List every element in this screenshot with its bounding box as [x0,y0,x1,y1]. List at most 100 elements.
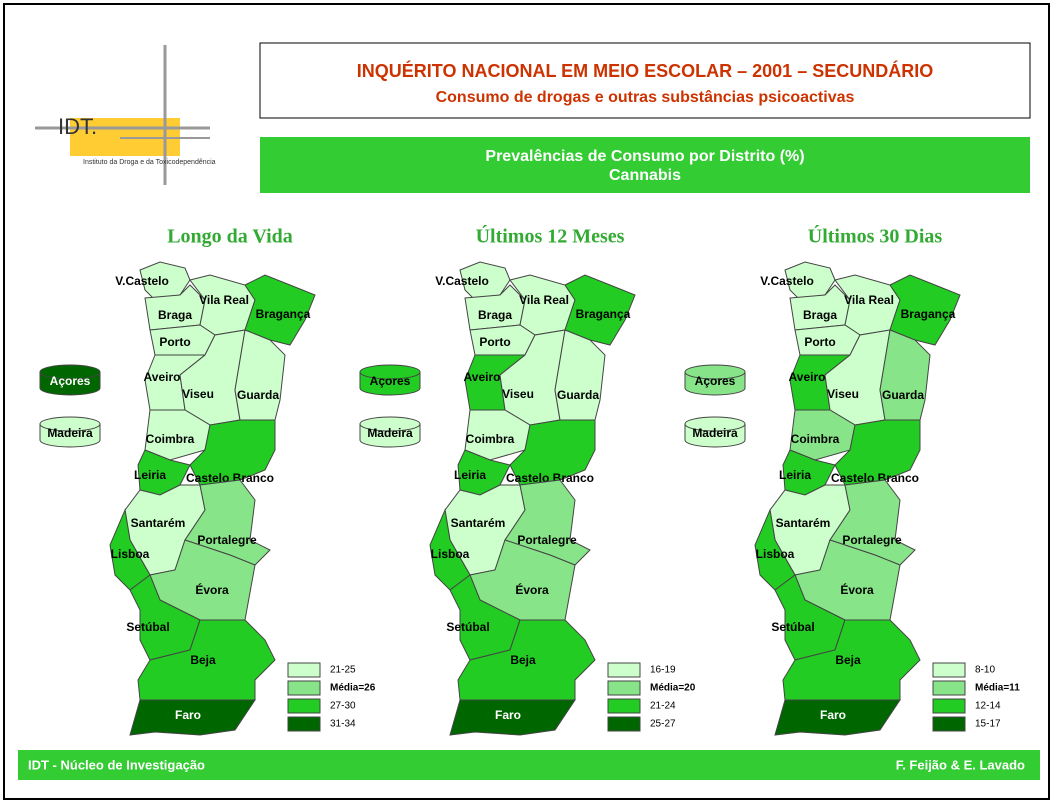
district [829,479,916,566]
district-label: Viseu [502,387,534,401]
district-label: Aveiro [789,370,826,384]
district-label: V.Castelo [760,274,814,288]
district [139,261,191,301]
district-label: Leiria [134,468,166,482]
district-label: Setúbal [126,620,169,634]
legend-label: 15-17 [975,719,1001,730]
map-title: Últimos 30 Dias [808,224,943,248]
legend-swatch [287,716,321,732]
island-label: Madeira [367,426,413,440]
district-label: Castelo Branco [186,471,274,485]
district-label: Braga [478,308,512,322]
subtitle: Consumo de drogas e outras substâncias p… [436,89,855,106]
district-label: Castelo Branco [831,471,919,485]
map: V.Castelo Braga Vila Real Bragança Porto Avei… [359,261,636,736]
island-label: Madeira [47,426,93,440]
title: INQUÉRITO NACIONAL EM MEIO ESCOLAR – 200… [357,60,933,81]
district-label: Santarém [776,516,831,530]
district-label: Portalegre [517,533,577,547]
legend-label: 21-24 [650,701,676,712]
map-title: Últimos 12 Meses [476,224,625,248]
district-label: Porto [479,335,510,349]
district-label: Santarém [451,516,506,530]
island-drum [39,364,101,396]
district [137,619,276,701]
logo-caption: Instituto da Droga e da Toxicodependênci… [83,159,216,166]
footer-left: IDT - Núcleo de Investigação [28,757,205,772]
district-label: Beja [510,653,536,667]
district-label: Aveiro [144,370,181,384]
district-label: Leiria [454,468,486,482]
banner-text: Cannabis [609,167,681,184]
district-label: Lisboa [111,547,150,561]
district-label: Beja [190,653,216,667]
district [459,261,511,301]
district-label: V.Castelo [435,274,489,288]
legend-label: 21-25 [330,665,356,676]
legend-label: 8-10 [975,665,995,676]
district-label: Portalegre [197,533,257,547]
legend-swatch [607,716,641,732]
legend-label: Média=26 [330,683,376,694]
district-label: Guarda [237,388,279,402]
legend-swatch [287,680,321,696]
district [244,274,316,346]
legend-swatch [607,680,641,696]
legend-swatch [287,698,321,714]
island-label: Açores [695,374,736,388]
island-drum [684,416,746,448]
island-drum [359,364,421,396]
island-label: Açores [370,374,411,388]
legend-label: 31-34 [330,719,356,730]
district-label: Vila Real [844,293,894,307]
district-label: Faro [175,708,201,722]
district [189,419,276,486]
legend-swatch [607,662,641,678]
district-label: Santarém [131,516,186,530]
legend-swatch [932,680,966,696]
footer-bar [18,750,1040,780]
legend-label: 12-14 [975,701,1001,712]
district [184,479,271,566]
banner [260,137,1030,193]
district-label: Aveiro [464,370,501,384]
district [129,699,256,736]
district-label: Évora [515,582,549,597]
district-label: Braga [803,308,837,322]
district [504,479,591,566]
district-label: Setúbal [771,620,814,634]
district-label: Porto [159,335,190,349]
district-label: Beja [835,653,861,667]
district-label: Coimbra [791,432,840,446]
district-label: Castelo Branco [506,471,594,485]
district-label: Viseu [182,387,214,401]
legend-swatch [607,698,641,714]
district-label: Setúbal [446,620,489,634]
map: V.Castelo Braga Vila Real Bragança Porto Avei… [39,261,316,736]
district-label: Coimbra [146,432,195,446]
district-label: Portalegre [842,533,902,547]
district-label: Guarda [882,388,924,402]
district-label: Guarda [557,388,599,402]
district-label: Vila Real [519,293,569,307]
legend-label: 27-30 [330,701,356,712]
district-label: Vila Real [199,293,249,307]
title-box [259,42,1031,119]
legend-label: 25-27 [650,719,676,730]
district [834,419,921,486]
legend-swatch [932,662,966,678]
district-label: Faro [820,708,846,722]
logo-text: IDT. [58,114,97,139]
district [774,699,901,736]
district [457,619,596,701]
district-label: Braga [158,308,192,322]
district-label: Bragança [901,307,956,321]
district [509,419,596,486]
district [449,699,576,736]
logo: IDT. Instituto da Droga e da Toxicodepen… [35,45,216,185]
district-label: V.Castelo [115,274,169,288]
district-label: Porto [804,335,835,349]
footer-right: F. Feijão & E. Lavado [896,757,1025,772]
map: V.Castelo Braga Vila Real Bragança Porto Avei… [684,261,961,736]
